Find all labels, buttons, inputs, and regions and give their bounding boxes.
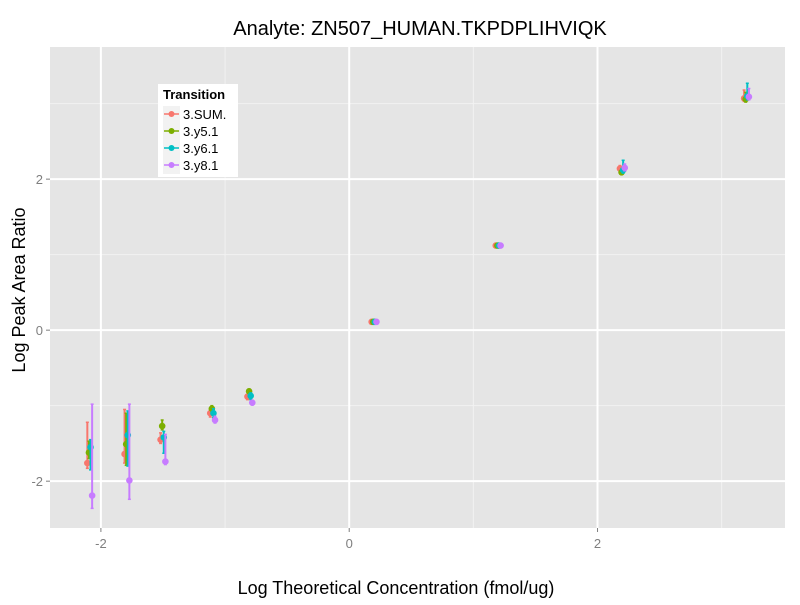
axes: -2 0 2 -2 0 2: [31, 172, 601, 551]
y-tick-label: 0: [36, 323, 43, 338]
legend: Transition 3.SUM. 3.y5.1 3.y6.1 3.y8.1: [158, 84, 238, 177]
y-tick-label: -2: [31, 474, 43, 489]
data-marks: [84, 82, 753, 510]
chart-title: Analyte: ZN507_HUMAN.TKPDPLIHVIQK: [233, 18, 607, 40]
data-point: [158, 422, 166, 430]
grid: [50, 47, 785, 528]
data-point: [621, 164, 629, 172]
legend-key-point: [168, 162, 175, 168]
data-point: [210, 409, 217, 417]
data-point: [162, 458, 169, 465]
y-tick-label: 2: [36, 172, 43, 187]
y-axis-label: Log Peak Area Ratio: [9, 207, 29, 372]
legend-label: 3.y5.1: [183, 124, 218, 139]
x-tick-label: 2: [594, 536, 601, 551]
data-point: [84, 459, 91, 467]
data-point: [373, 318, 380, 326]
data-point: [88, 492, 96, 499]
legend-key-point: [168, 111, 175, 117]
legend-label: 3.y6.1: [183, 141, 218, 156]
data-point: [248, 399, 256, 406]
legend-key-point: [168, 128, 175, 134]
data-point: [247, 392, 254, 400]
data-point: [126, 477, 133, 484]
data-point: [211, 416, 219, 424]
data-point: [745, 93, 753, 101]
data-point: [497, 242, 504, 249]
legend-key-point: [168, 145, 175, 151]
legend-label: 3.SUM.: [183, 107, 226, 122]
legend-label: 3.y8.1: [183, 158, 218, 173]
x-tick-label: 0: [346, 536, 353, 551]
x-tick-label: -2: [95, 536, 107, 551]
legend-title: Transition: [163, 87, 225, 102]
x-axis-label: Log Theoretical Concentration (fmol/ug): [238, 578, 555, 598]
